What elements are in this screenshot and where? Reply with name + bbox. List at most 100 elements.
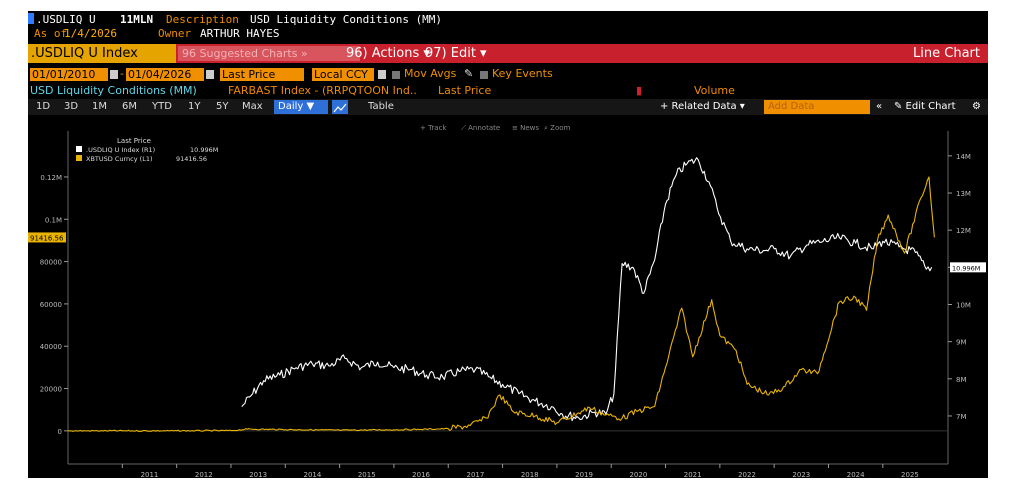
mov-avgs-checkbox[interactable] — [392, 71, 400, 79]
period-button[interactable]: 3D — [64, 101, 79, 112]
x-axis-tick-label: 2012 — [195, 471, 213, 477]
chart-type-label: Line Chart — [913, 46, 980, 61]
x-axis-tick-label: 2020 — [629, 471, 647, 477]
legend-swatch — [76, 155, 82, 161]
owner-name: ARTHUR HAYES — [200, 27, 280, 40]
as-of-row: As of 1/4/2026 Owner ARTHUR HAYES — [28, 27, 988, 41]
x-axis-tick-label: 2016 — [412, 471, 430, 477]
add-data-input[interactable]: Add Data — [764, 100, 870, 114]
description-label: Description — [166, 13, 239, 26]
zoom-tool[interactable]: ⌕ Zoom — [544, 124, 571, 132]
track-tool[interactable]: + Track — [420, 124, 447, 132]
ticker-label[interactable]: .USDLIQ U — [36, 13, 96, 26]
period-button[interactable]: 1D — [36, 101, 51, 112]
right-axis-tick-label: 12M — [956, 227, 971, 235]
owner-label: Owner — [158, 27, 192, 40]
right-axis-tick-label: 8M — [956, 376, 967, 384]
news-tool[interactable]: ≡ News — [512, 124, 539, 132]
edit-menu[interactable]: 97) Edit ▾ — [425, 46, 487, 61]
left-axis-tick-label: 0.12M — [40, 174, 62, 182]
period-button[interactable]: 6M — [122, 101, 137, 112]
description-value: USD Liquidity Conditions (MM) — [250, 13, 443, 26]
series-last-price-label[interactable]: Last Price — [438, 84, 492, 97]
header-row: .USDLIQ U 11MLN Description USD Liquidit… — [28, 13, 988, 27]
series-index-label[interactable]: FARBAST Index - (RRPQTOON Ind.. — [228, 84, 417, 97]
x-axis-tick-label: 2015 — [358, 471, 376, 477]
right-last-value-flag — [950, 262, 986, 273]
volume-label[interactable]: Volume — [694, 84, 735, 97]
left-last-value-flag — [28, 232, 66, 243]
period-button[interactable]: 1Y — [188, 101, 201, 112]
key-events-checkbox[interactable] — [480, 71, 488, 79]
as-of-date: 1/4/2026 — [64, 27, 117, 40]
left-axis-tick-label: 20000 — [40, 386, 62, 394]
marker-icon: ▮ — [636, 84, 643, 97]
period-button[interactable]: Max — [242, 101, 263, 112]
as-of-label: As of — [34, 27, 68, 40]
currency-select[interactable]: Local CCY — [312, 68, 374, 81]
x-axis-tick-label: 2022 — [738, 471, 756, 477]
line-chart[interactable]: + Track ⟋ Annotate ≡ News ⌕ Zoom Last Pr… — [28, 117, 988, 477]
right-axis-tick-label: 9M — [956, 339, 967, 347]
annotate-tool[interactable]: ⟋ Annotate — [461, 124, 500, 132]
frequency-dropdown[interactable]: Daily ▼ — [274, 100, 328, 114]
collapse-icon[interactable]: « — [876, 101, 883, 112]
x-axis-tick-label: 2013 — [249, 471, 267, 477]
period-button[interactable]: 1M — [92, 101, 107, 112]
start-date-input[interactable]: 01/01/2010 — [30, 68, 108, 81]
legend-label: XBTUSD Curncy (L1) — [86, 155, 153, 163]
x-axis-tick-label: 2023 — [792, 471, 810, 477]
legend-header: Last Price — [117, 137, 151, 145]
left-axis-tick-label: 40000 — [40, 343, 62, 351]
period-button[interactable]: YTD — [152, 101, 172, 112]
x-axis-tick-label: 2021 — [684, 471, 702, 477]
price-field-select[interactable]: Last Price — [220, 68, 304, 81]
series-line — [68, 176, 935, 432]
chart-tools: + Track ⟋ Annotate ≡ News ⌕ Zoom — [420, 124, 571, 132]
edit-chart-button[interactable]: ✎ Edit Chart — [894, 101, 956, 112]
calendar-icon[interactable] — [110, 70, 118, 79]
mov-avgs-label[interactable]: Mov Avgs — [404, 67, 457, 80]
x-axis-tick-label: 2014 — [304, 471, 322, 477]
x-axis-tick-label: 2019 — [575, 471, 593, 477]
right-axis-tick-label: 7M — [956, 413, 967, 421]
end-date-input[interactable]: 01/04/2026 — [126, 68, 204, 81]
currency-dropdown-icon[interactable] — [378, 70, 386, 79]
pencil-icon[interactable]: ✎ — [464, 67, 474, 80]
ticker-code: 11MLN — [120, 13, 154, 26]
security-field[interactable]: .USDLIQ U Index — [28, 44, 176, 63]
toolbar: 1D 3D 1M 6M YTD 1Y 5Y Max Daily ▼ Table … — [28, 99, 988, 115]
gear-icon[interactable]: ⚙ — [972, 101, 981, 112]
right-axis-tick-label: 13M — [956, 190, 971, 198]
chart-series — [68, 157, 935, 432]
x-axis-tick-label: 2025 — [901, 471, 919, 477]
ticker-marker — [28, 13, 34, 24]
period-button[interactable]: 5Y — [216, 101, 229, 112]
suggested-charts-button[interactable]: 96 Suggested Charts » — [178, 46, 360, 61]
related-data-button[interactable]: + Related Data ▾ — [660, 101, 745, 112]
x-axis-tick-label: 2017 — [466, 471, 484, 477]
legend-value: 91416.56 — [176, 155, 207, 163]
right-last-value-label: 10.996M — [952, 264, 980, 272]
series-main-label[interactable]: USD Liquidity Conditions (MM) — [30, 84, 197, 97]
table-button[interactable]: Table — [368, 101, 394, 112]
chart-axes: 0 20000 40000 60000 80000 0.1M 0.12M 7M 8M 9M 10M 1… — [40, 131, 971, 477]
right-axis-tick-label: 10M — [956, 301, 971, 309]
actions-menu[interactable]: 96) Actions ▾ — [346, 46, 430, 61]
last-value-flags: 91416.56 10.996M — [28, 232, 986, 273]
x-axis-tick-label: 2024 — [847, 471, 865, 477]
left-axis-tick-label: 80000 — [40, 259, 62, 267]
controls-row: 01/01/2010 - 01/04/2026 Last Price Local… — [28, 67, 988, 83]
date-separator: - — [120, 67, 124, 80]
left-axis-tick-label: 60000 — [40, 301, 62, 309]
left-axis-tick-label: 0.1M — [45, 216, 62, 224]
chart-legend: Last Price .USDLIQ U Index (R1) 10.996M … — [76, 137, 218, 163]
key-events-label[interactable]: Key Events — [492, 67, 553, 80]
legend-value: 10.996M — [190, 146, 218, 154]
left-axis-tick-label: 0 — [58, 428, 62, 436]
calendar-icon[interactable] — [206, 70, 214, 79]
legend-swatch — [76, 146, 82, 152]
right-axis-tick-label: 14M — [956, 153, 971, 161]
line-chart-icon[interactable] — [332, 100, 348, 114]
x-axis-tick-label: 2011 — [141, 471, 159, 477]
